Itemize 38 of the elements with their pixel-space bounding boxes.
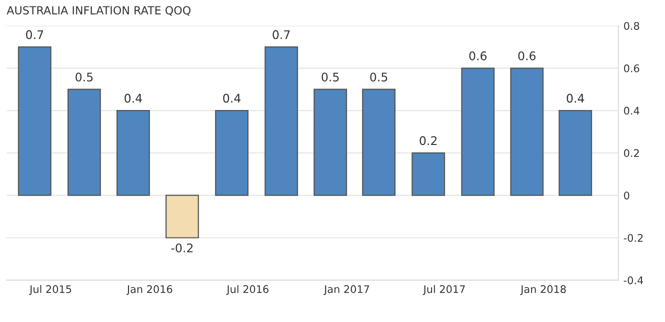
data-label: 0.6 — [469, 51, 487, 60]
data-label: 0.4 — [124, 94, 142, 103]
bar — [412, 152, 446, 196]
x-tick-label: Jul 2016 — [226, 285, 268, 295]
bar — [215, 110, 248, 196]
y-tick-label: 0.2 — [624, 149, 639, 158]
y-tick-label: 0.4 — [624, 106, 640, 115]
data-label: 0.7 — [272, 30, 290, 40]
bar — [116, 110, 150, 196]
bar — [314, 88, 348, 196]
x-tick-label: Jul 2015 — [29, 285, 72, 295]
data-label: 0.5 — [370, 72, 388, 82]
y-tick-label: -0.4 — [624, 276, 644, 284]
bar — [558, 110, 592, 196]
bar — [166, 194, 199, 238]
data-label: 0.5 — [322, 72, 339, 82]
chart-title: AUSTRALIA INFLATION RATE QOQ — [6, 6, 190, 16]
y-tick-label: 0.6 — [624, 64, 640, 72]
bar — [461, 68, 495, 196]
bar — [67, 88, 101, 196]
data-label: 0.4 — [566, 94, 584, 103]
y-tick-label: 0.8 — [624, 22, 640, 30]
data-label: 0.6 — [518, 51, 536, 60]
x-tick-label: Jul 2017 — [422, 285, 465, 295]
x-tick-label: Jan 2016 — [126, 285, 172, 295]
bar — [264, 46, 298, 196]
data-label: 0.4 — [223, 94, 240, 103]
data-label: 0.2 — [420, 136, 437, 146]
x-tick-label: Jan 2018 — [520, 285, 566, 295]
data-label: -0.2 — [171, 244, 193, 252]
y-tick-label: -0.2 — [624, 234, 643, 242]
data-label: 0.5 — [76, 72, 93, 82]
bar — [510, 68, 544, 196]
data-label: 0.7 — [26, 30, 44, 40]
bar — [18, 46, 52, 196]
x-tick-label: Jan 2017 — [324, 285, 370, 295]
bar — [362, 88, 396, 196]
y-tick-label: 0 — [624, 192, 630, 200]
